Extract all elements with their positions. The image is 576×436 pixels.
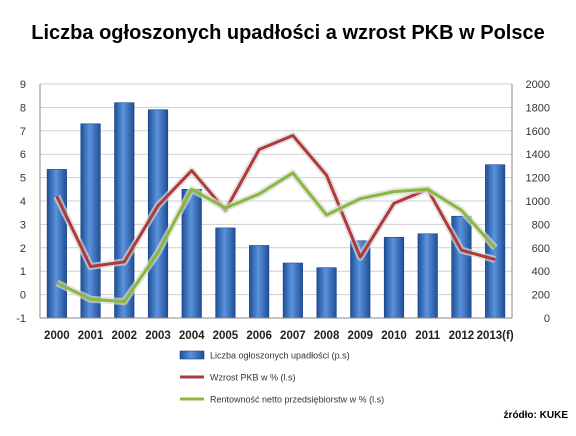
series-line	[56, 171, 497, 304]
left-tick-label: 3	[20, 219, 26, 231]
source-note: źródło: KUKE	[504, 410, 569, 421]
legend-swatch	[179, 350, 205, 360]
x-tick-label: 2011	[415, 330, 441, 342]
bar	[417, 233, 438, 319]
right-tick-label: 400	[532, 266, 550, 278]
x-tick-label: 2005	[213, 330, 239, 342]
left-tick-label: 7	[20, 126, 26, 138]
x-tick-label: 2008	[314, 330, 340, 342]
right-tick-label: 2000	[526, 79, 550, 91]
x-tick-label: 2002	[111, 330, 137, 342]
left-tick-label: 5	[20, 173, 26, 185]
bar	[316, 267, 337, 319]
legend-label: Rentowność netto przedsiębiorstw w % (l.…	[210, 395, 384, 405]
bar	[282, 262, 303, 319]
bar	[215, 227, 236, 319]
left-tick-label: 6	[20, 149, 26, 161]
axes: -1 0 1 2 3 4 5 6 7 8 9 0 200 400 600 800 1000 1200 1400 160…	[16, 79, 550, 342]
x-tick-label: 2000	[44, 330, 70, 342]
legend-label: Wzrost PKB w % (l.s)	[210, 373, 296, 383]
x-tick-label: 2006	[246, 330, 272, 342]
bar	[249, 245, 270, 319]
right-tick-label: 1600	[526, 126, 550, 138]
left-tick-label: 9	[20, 79, 26, 91]
x-tick-label: 2004	[179, 330, 205, 342]
x-tick-label: 2001	[78, 330, 104, 342]
x-tick-label: 2003	[145, 330, 171, 342]
right-tick-label: 1200	[526, 173, 550, 185]
x-tick-label: 2007	[280, 330, 306, 342]
bar	[80, 123, 101, 319]
x-tick-label: 2013(f)	[477, 330, 514, 342]
x-tick-label: 2010	[381, 330, 407, 342]
right-tick-label: 1400	[526, 149, 550, 161]
bar	[46, 169, 67, 319]
left-tick-label: 2	[20, 243, 26, 255]
x-tick-label: 2009	[347, 330, 373, 342]
x-tick-label: 2012	[449, 330, 475, 342]
right-tick-label: 800	[532, 219, 550, 231]
left-tick-label: 8	[20, 102, 26, 114]
left-tick-label: 1	[20, 266, 26, 278]
right-tick-label: 0	[544, 313, 550, 325]
legend-label: Liczba ogłoszonych upadłości (p.s)	[210, 351, 350, 361]
right-tick-label: 1800	[526, 102, 550, 114]
left-tick-label: 0	[20, 290, 26, 302]
legend: Liczba ogłoszonych upadłości (p.s) Wzrost…	[179, 350, 384, 405]
bar	[383, 236, 405, 319]
left-tick-label: 4	[20, 196, 26, 208]
chart-title: Liczba ogłoszonych upadłości a wzrost PK…	[31, 22, 545, 44]
line-series	[53, 131, 498, 306]
right-tick-label: 1000	[526, 196, 550, 208]
right-tick-label: 200	[532, 290, 550, 302]
right-tick-label: 600	[532, 243, 550, 255]
left-tick-label: -1	[16, 313, 26, 325]
